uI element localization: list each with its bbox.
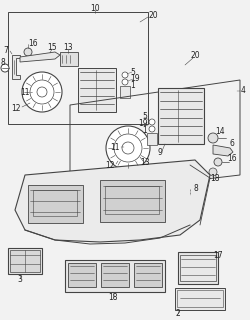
Text: 12: 12 [105,161,115,170]
Text: 11: 11 [110,142,120,151]
Bar [158,88,204,144]
Text: 2: 2 [176,309,180,318]
Circle shape [37,87,47,97]
Text: 8: 8 [1,58,6,67]
Circle shape [214,158,222,166]
Text: 16: 16 [227,154,237,163]
Bar [33,190,77,216]
Bar [8,248,42,274]
Text: 20: 20 [148,11,158,20]
Text: 12: 12 [11,103,21,113]
Text: 10: 10 [90,4,100,12]
Text: 1: 1 [142,125,148,134]
Circle shape [24,48,32,56]
Text: 18: 18 [210,173,220,182]
Text: 3: 3 [18,276,22,284]
Text: 20: 20 [190,51,200,60]
Circle shape [122,72,128,78]
Bar [177,290,223,307]
Text: 7: 7 [4,45,8,54]
Circle shape [209,168,217,176]
Bar [28,185,83,223]
Circle shape [106,126,150,170]
Text: 6: 6 [230,139,234,148]
Text: 15: 15 [47,43,57,52]
Bar [180,255,216,281]
Bar [105,186,159,214]
Text: 16: 16 [28,38,38,47]
Text: 8: 8 [194,183,198,193]
Circle shape [208,133,218,143]
Polygon shape [20,52,60,62]
Text: 14: 14 [215,126,225,135]
Bar [101,263,129,287]
Bar [120,86,130,98]
Text: 18: 18 [108,293,118,302]
Text: 17: 17 [213,251,223,260]
Bar [78,68,116,112]
Polygon shape [12,55,20,79]
Bar [10,250,40,272]
Circle shape [186,181,194,189]
Text: 19: 19 [138,118,148,127]
Bar [68,263,96,287]
Circle shape [30,80,54,104]
Polygon shape [213,145,233,156]
Text: 13: 13 [63,43,73,52]
Polygon shape [15,160,210,242]
Text: 1: 1 [130,81,136,90]
Bar [147,133,157,145]
Text: 13: 13 [140,157,150,166]
Text: 11: 11 [20,87,30,97]
Text: 5: 5 [130,68,136,76]
Circle shape [149,119,155,125]
Bar [8,12,148,124]
Bar [60,52,78,66]
Text: 9: 9 [158,148,162,156]
Circle shape [122,79,128,85]
Bar [178,252,218,284]
Circle shape [22,72,62,112]
Circle shape [114,134,142,162]
Circle shape [1,64,9,72]
Bar [134,263,162,287]
Bar [65,260,165,292]
Bar [175,288,225,310]
Text: 5: 5 [142,111,148,121]
Text: 4: 4 [240,85,246,94]
Circle shape [122,142,134,154]
Circle shape [149,126,155,132]
Bar [100,180,165,222]
Text: 19: 19 [130,74,140,83]
